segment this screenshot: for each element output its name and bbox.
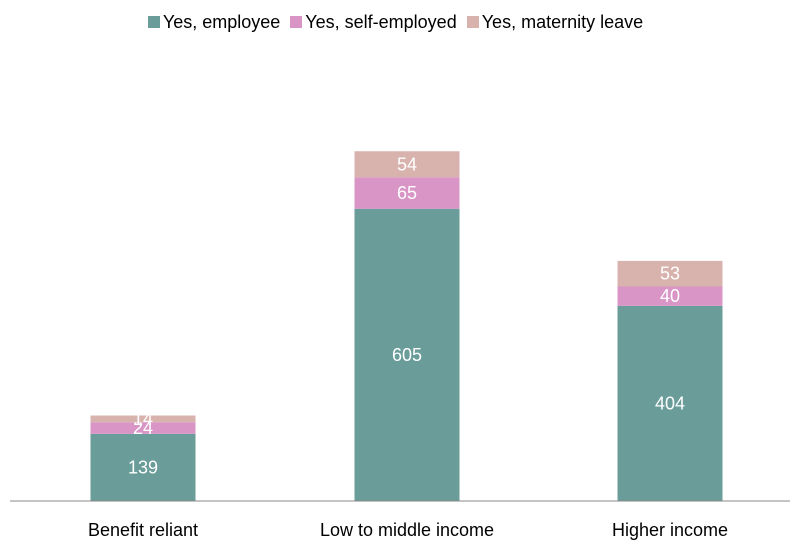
category-label-1: Low to middle income [320, 520, 494, 540]
bar-1-series-0 [354, 208, 460, 502]
category-label-0: Benefit reliant [88, 520, 198, 540]
data-label-0-series-2: 14 [133, 409, 153, 429]
bar-2-series-0 [617, 305, 723, 501]
legend: Yes, employee Yes, self-employed Yes, mate… [0, 10, 791, 34]
bar-2-series-2 [617, 260, 723, 287]
bar-1-series-1 [354, 177, 460, 209]
legend-label-0: Yes, employee [162, 11, 281, 32]
legend-swatch-2 [466, 16, 479, 28]
bar-0-series-1 [90, 422, 196, 434]
data-label-2-series-1: 40 [660, 286, 680, 306]
data-label-1-series-2: 54 [397, 154, 417, 174]
data-label-1-series-0: 605 [392, 345, 422, 365]
bar-0-series-2 [90, 415, 196, 423]
data-label-2-series-2: 53 [660, 264, 680, 284]
legend-item-2: Yes, maternity leave [466, 11, 644, 33]
bar-2-series-1 [617, 286, 723, 306]
category-label-2: Higher income [612, 520, 728, 540]
data-label-2-series-0: 404 [655, 393, 685, 413]
data-label-0-series-1: 24 [133, 418, 153, 438]
legend-swatch-1 [290, 16, 303, 28]
legend-label-2: Yes, maternity leave [481, 11, 644, 32]
legend-item-1: Yes, self-employed [290, 11, 457, 33]
bar-1-series-2 [354, 151, 460, 178]
legend-item-0: Yes, employee [147, 11, 281, 33]
data-label-1-series-1: 65 [397, 183, 417, 203]
legend-swatch-0 [147, 16, 160, 28]
data-label-0-series-0: 139 [128, 457, 158, 477]
legend-label-1: Yes, self-employed [305, 11, 457, 32]
bar-0-series-0 [90, 433, 196, 501]
